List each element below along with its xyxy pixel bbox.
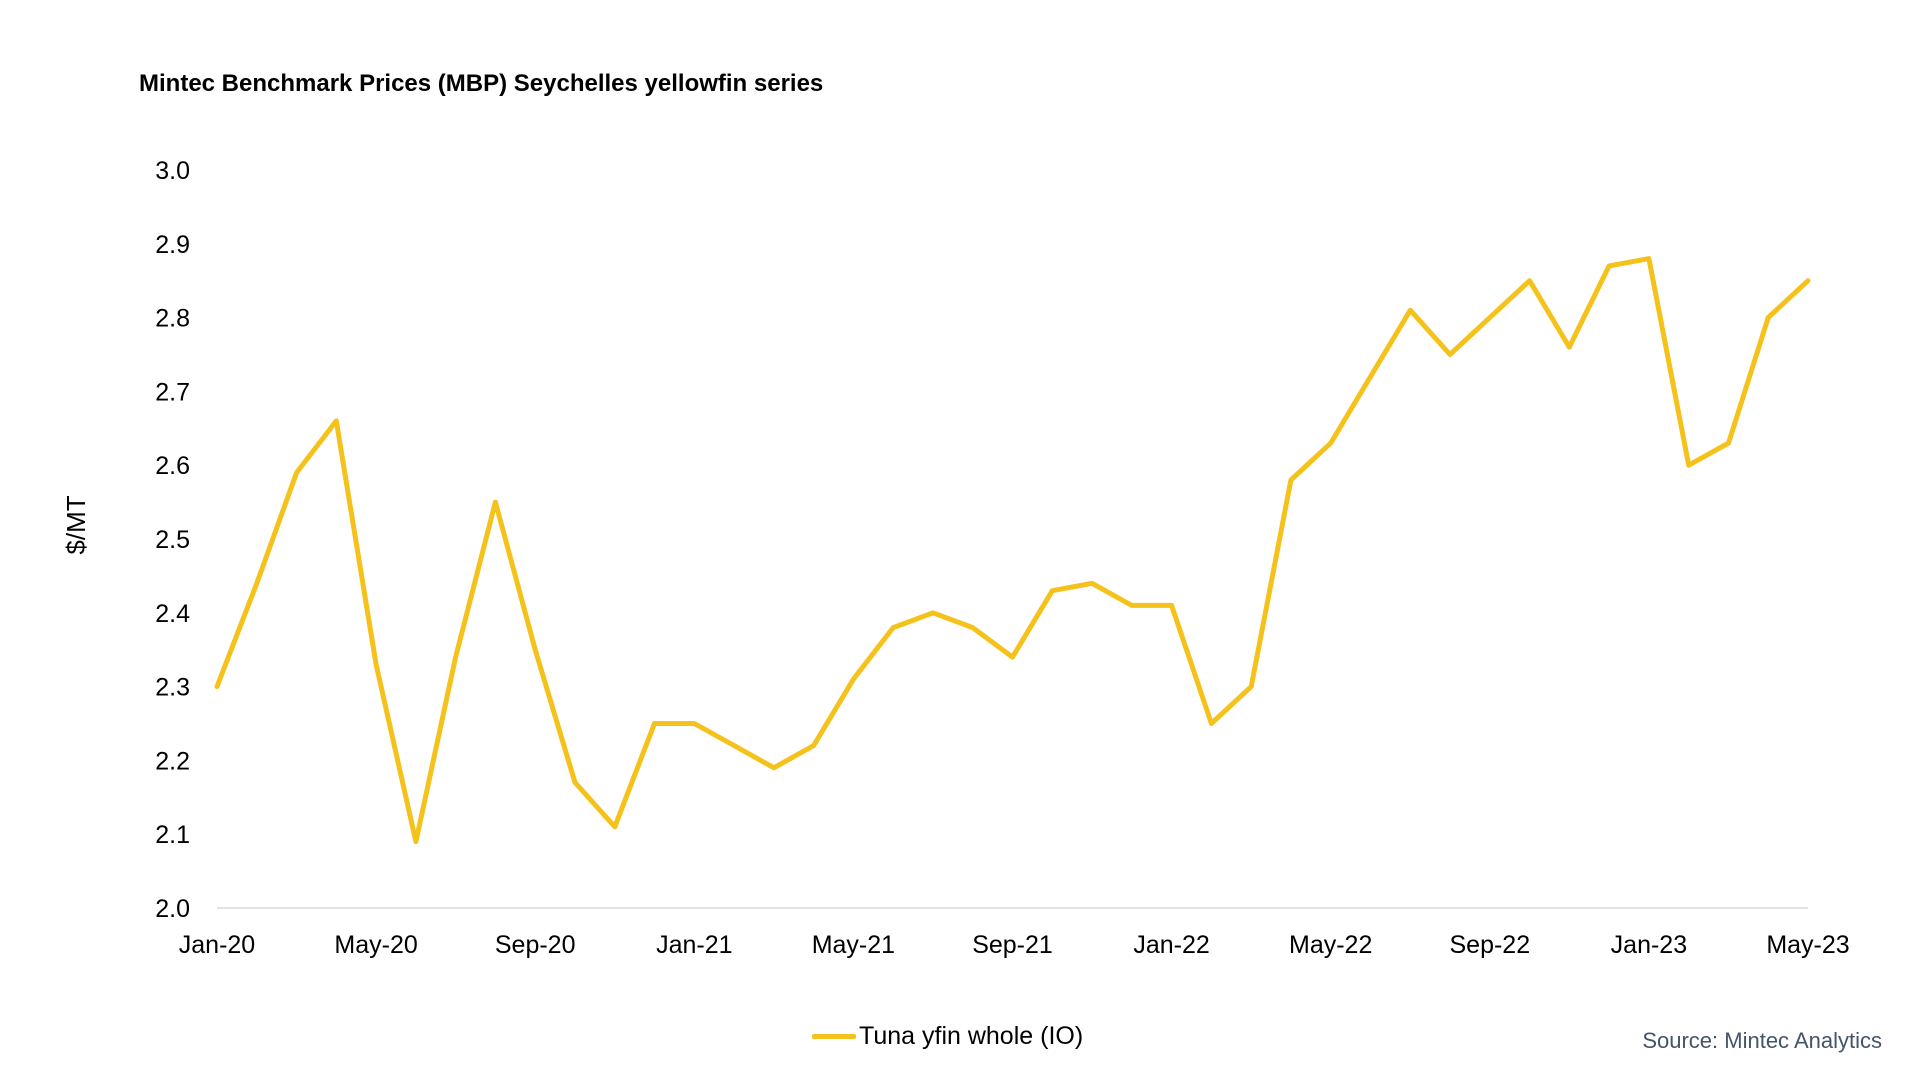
y-tick-label: 2.1 (155, 821, 190, 849)
y-tick-label: 2.0 (155, 895, 190, 923)
series-group (214, 256, 1811, 845)
x-axis-ticks: Jan-20 May-20 Sep-20 Jan-21 May-21 Sep-21 Jan-… (179, 931, 1850, 959)
x-tick-label: Jan-21 (656, 931, 732, 959)
x-tick-label: May-23 (1766, 931, 1849, 959)
x-tick-label: Jan-23 (1611, 931, 1687, 959)
y-tick-label: 2.6 (155, 452, 190, 480)
x-tick-label: Jan-20 (179, 931, 255, 959)
legend: Tuna yfin whole (IO) (812, 1022, 1083, 1051)
y-tick-label: 2.3 (155, 674, 190, 702)
y-axis-ticks: 2.0 2.1 2.2 2.3 2.4 2.5 2.6 2.7 2.8 2.9 3.0 (155, 157, 190, 923)
y-tick-label: 2.9 (155, 231, 190, 259)
y-tick-label: 2.8 (155, 305, 190, 333)
y-tick-label: 3.0 (155, 157, 190, 185)
legend-label: Tuna yfin whole (IO) (859, 1022, 1084, 1050)
chart-title: Mintec Benchmark Prices (MBP) Seychelles… (139, 70, 824, 97)
x-tick-label: Sep-20 (495, 931, 576, 959)
x-tick-label: May-20 (334, 931, 417, 959)
x-tick-label: Sep-21 (972, 931, 1053, 959)
y-tick-label: 2.2 (155, 747, 190, 775)
source-note: Source: Mintec Analytics (1642, 1028, 1882, 1053)
x-tick-label: May-21 (812, 931, 895, 959)
x-tick-label: Sep-22 (1449, 931, 1530, 959)
x-tick-label: Jan-22 (1133, 931, 1209, 959)
y-tick-label: 2.7 (155, 378, 190, 406)
x-tick-label: May-22 (1289, 931, 1372, 959)
legend-swatch (812, 1034, 856, 1039)
y-axis-title: $/MT (61, 495, 91, 554)
y-tick-label: 2.4 (155, 600, 190, 628)
y-tick-label: 2.5 (155, 526, 190, 554)
series-line (214, 256, 1811, 845)
